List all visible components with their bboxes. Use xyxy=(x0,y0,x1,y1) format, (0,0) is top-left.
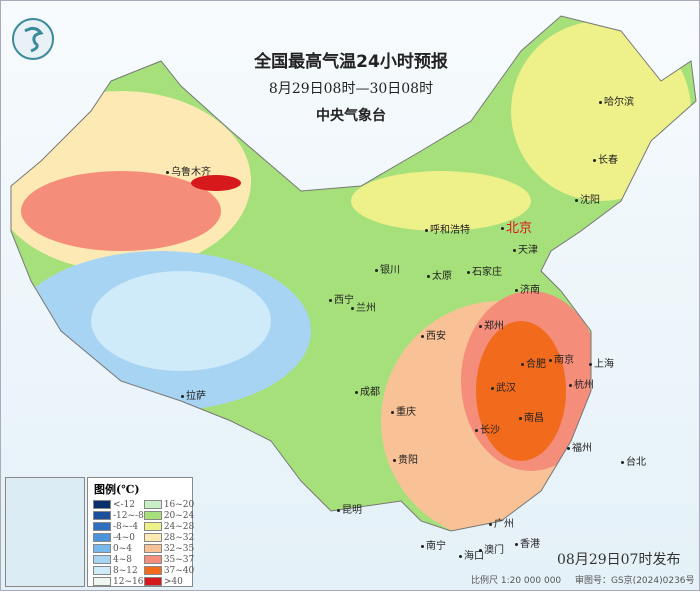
legend-swatch xyxy=(143,522,162,531)
legend-item: -4~0 xyxy=(93,532,144,543)
city-label: 哈尔滨 xyxy=(599,93,634,108)
city-label: 南昌 xyxy=(519,409,544,424)
legend-label: 35~37 xyxy=(163,554,195,565)
legend-label: -4~0 xyxy=(113,532,136,543)
city-label: 西宁 xyxy=(329,291,354,306)
city-label: 台北 xyxy=(621,453,646,468)
city-label: 天津 xyxy=(513,241,538,256)
city-label: 郑州 xyxy=(479,317,504,332)
issue-time: 08月29日07时发布 xyxy=(557,552,681,568)
temp-zone-over-40 xyxy=(191,175,241,191)
legend-title: 图例(℃) xyxy=(94,483,140,496)
legend-swatch xyxy=(143,533,162,542)
city-label: 贵阳 xyxy=(393,451,418,466)
legend-item: 28~32 xyxy=(143,532,195,543)
city-label: 昆明 xyxy=(337,501,362,516)
city-label: 南宁 xyxy=(421,537,446,552)
temp-zone-37-40 xyxy=(476,321,566,461)
legend-swatch xyxy=(93,522,111,531)
legend: 图例(℃) <-12 -12~-8 -8~-4 -4~0 0~4 4~8 8~12 12~16… xyxy=(87,477,195,587)
agency-name: 中央气象台 xyxy=(316,108,386,124)
map-scale: 比例尺 1:20 000 000 xyxy=(471,576,562,586)
legend-swatch xyxy=(93,544,111,553)
city-label: 南京 xyxy=(549,351,574,366)
city-label: 重庆 xyxy=(391,403,416,418)
city-label: 合肥 xyxy=(521,355,546,370)
city-label: 澳门 xyxy=(479,541,504,556)
south-china-sea-inset xyxy=(5,477,85,587)
city-label: 石家庄 xyxy=(467,263,502,278)
legend-item: 32~35 xyxy=(143,543,195,554)
legend-label: 28~32 xyxy=(163,532,195,543)
legend-label: 32~35 xyxy=(163,543,195,554)
city-label: 银川 xyxy=(375,261,400,276)
city-label: 海口 xyxy=(459,547,484,562)
legend-swatch xyxy=(93,577,111,586)
temp-zone-35-37 xyxy=(21,171,221,251)
legend-item: 0~4 xyxy=(93,543,144,554)
legend-item: 8~12 xyxy=(93,565,144,576)
legend-item: 20~24 xyxy=(143,510,195,521)
legend-item: >40 xyxy=(143,576,194,587)
city-label: 香港 xyxy=(515,535,540,550)
legend-swatch xyxy=(143,511,162,520)
legend-item: <-12 xyxy=(93,499,144,510)
city-label: 西安 xyxy=(421,327,446,342)
legend-label: 12~16 xyxy=(113,576,144,587)
map-subtitle: 8月29日08时—30日08时 xyxy=(268,81,434,97)
city-label: 福州 xyxy=(567,439,592,454)
legend-label: -8~-4 xyxy=(113,521,139,532)
city-label: 长沙 xyxy=(475,421,500,436)
legend-label: 4~8 xyxy=(113,554,132,565)
legend-item: 16~20 xyxy=(143,499,195,510)
city-label: 呼和浩特 xyxy=(425,221,470,236)
legend-label: 20~24 xyxy=(163,510,195,521)
legend-swatch xyxy=(143,500,162,509)
legend-item: -12~-8 xyxy=(93,510,144,521)
map-title: 全国最高气温24小时预报 xyxy=(254,52,448,72)
legend-item: 12~16 xyxy=(93,576,144,587)
city-label: 北京 xyxy=(501,217,532,236)
city-label: 武汉 xyxy=(491,379,516,394)
city-label: 杭州 xyxy=(569,376,594,391)
legend-item: 24~28 xyxy=(143,521,195,532)
legend-swatch xyxy=(143,566,162,575)
legend-label: 24~28 xyxy=(163,521,195,532)
legend-label: 0~4 xyxy=(113,543,132,554)
city-label: 拉萨 xyxy=(181,387,206,402)
legend-swatch xyxy=(93,555,111,564)
temp-zone-8-12 xyxy=(91,271,271,371)
legend-label: 8~12 xyxy=(113,565,138,576)
legend-swatch xyxy=(143,577,162,586)
city-label: 长春 xyxy=(593,151,618,166)
legend-swatch xyxy=(93,511,111,520)
review-number: 审图号：GS京(2024)0236号 xyxy=(575,576,695,586)
city-label: 上海 xyxy=(589,355,614,370)
legend-swatch xyxy=(93,566,111,575)
legend-item: 35~37 xyxy=(143,554,195,565)
city-label: 成都 xyxy=(355,383,380,398)
city-label: 太原 xyxy=(427,267,452,282)
legend-swatch xyxy=(93,500,111,509)
legend-item: 4~8 xyxy=(93,554,144,565)
legend-label: -12~-8 xyxy=(113,510,144,521)
city-label: 沈阳 xyxy=(575,191,600,206)
legend-swatch xyxy=(93,533,111,542)
legend-item: -8~-4 xyxy=(93,521,144,532)
city-label: 济南 xyxy=(515,281,540,296)
legend-item: 37~40 xyxy=(143,565,195,576)
city-label: 兰州 xyxy=(351,299,376,314)
city-label: 乌鲁木齐 xyxy=(166,163,211,178)
city-label: 广州 xyxy=(489,515,514,530)
legend-label: 16~20 xyxy=(163,499,195,510)
legend-label: <-12 xyxy=(113,499,136,510)
legend-label: 37~40 xyxy=(163,565,195,576)
legend-swatch xyxy=(143,544,162,553)
legend-label: >40 xyxy=(163,576,183,587)
legend-swatch xyxy=(143,555,162,564)
